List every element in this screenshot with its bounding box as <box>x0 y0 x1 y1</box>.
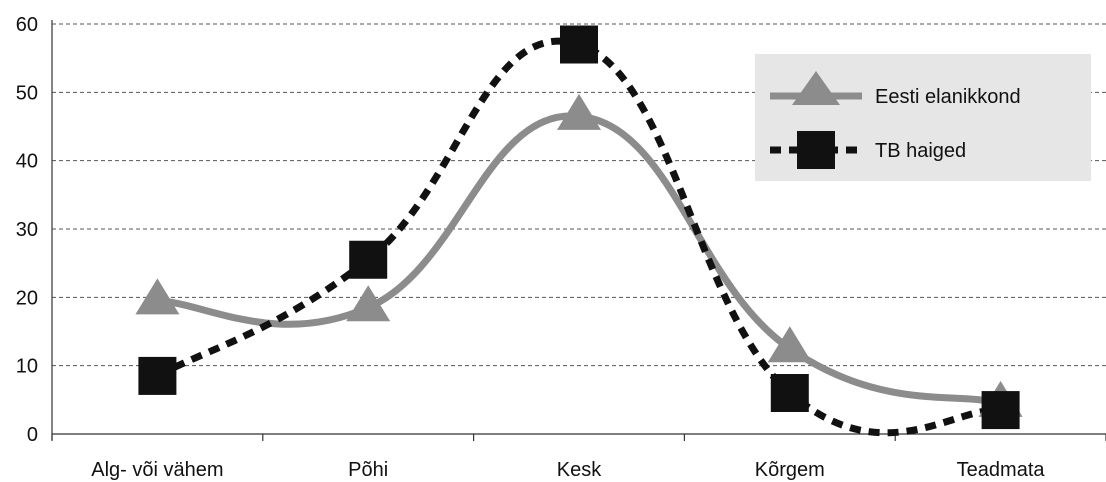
data-point-square <box>771 374 809 412</box>
data-point-triangle <box>768 326 812 362</box>
data-point-square <box>560 26 598 64</box>
y-tick-label: 10 <box>16 356 38 378</box>
x-tick-label: Põhi <box>348 459 388 481</box>
legend: Eesti elanikkond TB haiged <box>755 54 1091 181</box>
y-tick-label: 30 <box>16 219 38 241</box>
y-tick-label: 0 <box>27 424 38 446</box>
y-tick-label: 20 <box>16 287 38 309</box>
legend-label-2: TB haiged <box>875 140 966 162</box>
data-point-square <box>982 391 1020 429</box>
data-point-square <box>138 357 176 395</box>
legend-square-icon <box>797 131 835 169</box>
legend-label-1: Eesti elanikkond <box>875 86 1021 108</box>
y-tick-label: 40 <box>16 151 38 173</box>
data-point-triangle <box>557 94 601 130</box>
y-tick-label: 50 <box>16 82 38 104</box>
x-tick-label: Alg- või vähem <box>91 459 223 481</box>
data-point-triangle <box>135 278 179 314</box>
x-tick-label: Kõrgem <box>755 459 825 481</box>
y-tick-label: 60 <box>16 14 38 36</box>
x-tick-label: Kesk <box>557 459 602 481</box>
data-point-square <box>349 241 387 279</box>
x-tick-label: Teadmata <box>957 459 1046 481</box>
